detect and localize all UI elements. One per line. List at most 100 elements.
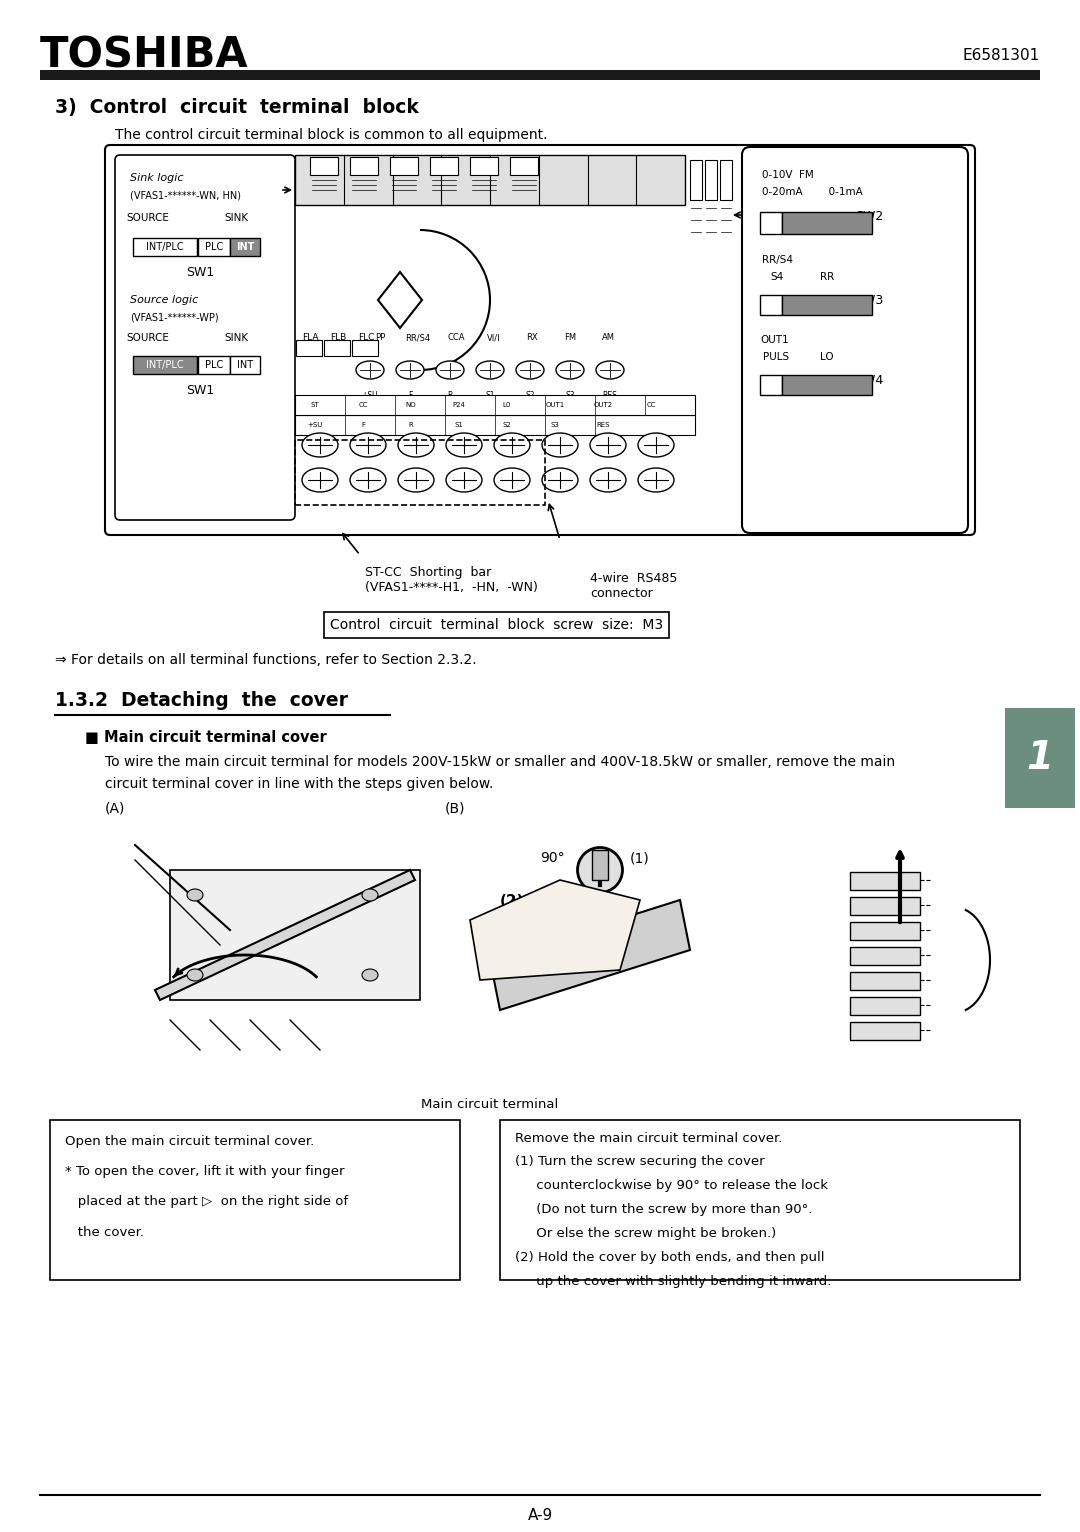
Text: counterclockwise by 90° to release the lock: counterclockwise by 90° to release the l… — [515, 1180, 828, 1192]
Text: RES: RES — [603, 391, 618, 400]
Bar — [705, 159, 717, 201]
Text: +SU: +SU — [308, 421, 323, 427]
Text: PULS: PULS — [762, 352, 789, 362]
Text: INT: INT — [237, 360, 253, 371]
Ellipse shape — [590, 434, 626, 457]
Text: AM: AM — [602, 334, 615, 343]
Text: RR/S4: RR/S4 — [762, 254, 793, 265]
Text: Sink logic: Sink logic — [130, 173, 184, 182]
Bar — [352, 340, 378, 355]
Text: S3: S3 — [565, 391, 575, 400]
Text: 1.3.2  Detaching  the  cover: 1.3.2 Detaching the cover — [55, 691, 348, 709]
Text: SW2: SW2 — [855, 210, 883, 224]
Text: circuit terminal cover in line with the steps given below.: circuit terminal cover in line with the … — [105, 777, 494, 791]
Ellipse shape — [494, 467, 530, 492]
Text: PP: PP — [375, 334, 386, 343]
Text: 0-10V  FM: 0-10V FM — [762, 170, 813, 179]
Text: E6581301: E6581301 — [962, 47, 1040, 63]
Text: SW1: SW1 — [186, 265, 214, 279]
Text: S2: S2 — [525, 391, 535, 400]
Bar — [230, 237, 260, 256]
Bar — [40, 70, 1040, 80]
Text: placed at the part ▷  on the right side of: placed at the part ▷ on the right side o… — [65, 1195, 348, 1209]
Text: FM: FM — [564, 334, 576, 343]
Ellipse shape — [556, 362, 584, 378]
Bar — [350, 156, 378, 175]
Ellipse shape — [446, 467, 482, 492]
Text: PLC: PLC — [205, 242, 224, 251]
Bar — [690, 159, 702, 201]
FancyBboxPatch shape — [105, 146, 975, 535]
Text: ■ Main circuit terminal cover: ■ Main circuit terminal cover — [85, 731, 327, 746]
Bar — [760, 211, 782, 234]
Text: S2: S2 — [502, 421, 511, 427]
Bar — [430, 156, 458, 175]
Bar — [850, 1022, 920, 1040]
Text: OUT2: OUT2 — [593, 401, 612, 408]
Polygon shape — [470, 879, 640, 980]
Text: TOSHIBA: TOSHIBA — [40, 34, 248, 77]
Text: VI/I: VI/I — [487, 334, 501, 343]
Ellipse shape — [476, 362, 504, 378]
Text: SW4: SW4 — [855, 374, 883, 386]
Bar — [295, 155, 685, 205]
Ellipse shape — [362, 970, 378, 980]
Text: Or else the screw might be broken.): Or else the screw might be broken.) — [515, 1227, 777, 1241]
Text: FLC: FLC — [357, 334, 374, 343]
Text: (VFAS1-******-WP): (VFAS1-******-WP) — [130, 313, 218, 323]
Text: 3)  Control  circuit  terminal  block: 3) Control circuit terminal block — [55, 98, 419, 118]
Ellipse shape — [302, 434, 338, 457]
Text: ST-CC  Shorting  bar
(VFAS1-****-H1,  -HN,  -WN): ST-CC Shorting bar (VFAS1-****-H1, -HN, … — [365, 565, 538, 594]
Polygon shape — [378, 273, 422, 328]
Text: CCA: CCA — [447, 334, 464, 343]
Text: 0-20mA        0-1mA: 0-20mA 0-1mA — [762, 187, 863, 198]
Bar — [850, 872, 920, 890]
Text: FLB: FLB — [329, 334, 346, 343]
Bar — [760, 296, 782, 316]
Bar — [850, 947, 920, 965]
Text: (VFAS1-******-WN, HN): (VFAS1-******-WN, HN) — [130, 192, 241, 201]
Bar — [324, 340, 350, 355]
Ellipse shape — [399, 467, 434, 492]
Bar — [760, 375, 782, 395]
Text: FLB: FLB — [330, 345, 343, 351]
Text: NO: NO — [406, 401, 416, 408]
Text: F: F — [361, 421, 365, 427]
Text: Source logic: Source logic — [130, 296, 199, 305]
Ellipse shape — [638, 434, 674, 457]
Bar — [198, 237, 230, 256]
Text: SINK: SINK — [224, 213, 248, 224]
Bar — [850, 997, 920, 1016]
Text: S1: S1 — [455, 421, 463, 427]
Text: L0: L0 — [503, 401, 511, 408]
Text: CC: CC — [646, 401, 656, 408]
Bar — [390, 156, 418, 175]
Text: PLC: PLC — [205, 360, 224, 371]
FancyBboxPatch shape — [114, 155, 295, 519]
Bar — [295, 395, 696, 415]
Text: (Do not turn the screw by more than 90°.: (Do not turn the screw by more than 90°. — [515, 1204, 812, 1216]
Text: FLA: FLA — [301, 334, 319, 343]
Text: RR/S4: RR/S4 — [405, 334, 431, 343]
Polygon shape — [156, 870, 415, 1000]
Text: P24: P24 — [453, 401, 465, 408]
Ellipse shape — [356, 362, 384, 378]
Bar — [592, 850, 608, 879]
Text: INT: INT — [235, 242, 254, 251]
Text: The control circuit terminal block is common to all equipment.: The control circuit terminal block is co… — [114, 129, 548, 142]
Bar — [310, 156, 338, 175]
Text: A-9: A-9 — [527, 1507, 553, 1523]
Text: SOURCE: SOURCE — [126, 213, 170, 224]
Text: * To open the cover, lift it with your finger: * To open the cover, lift it with your f… — [65, 1166, 345, 1178]
Polygon shape — [490, 899, 690, 1010]
Text: R: R — [447, 391, 453, 400]
Bar — [470, 156, 498, 175]
Text: SOURCE: SOURCE — [126, 332, 170, 343]
Text: OUT1: OUT1 — [760, 336, 789, 345]
Bar — [230, 355, 260, 374]
Text: R: R — [408, 421, 414, 427]
Bar — [850, 922, 920, 941]
Text: Open the main circuit terminal cover.: Open the main circuit terminal cover. — [65, 1135, 314, 1149]
Bar — [720, 159, 732, 201]
Ellipse shape — [187, 970, 203, 980]
